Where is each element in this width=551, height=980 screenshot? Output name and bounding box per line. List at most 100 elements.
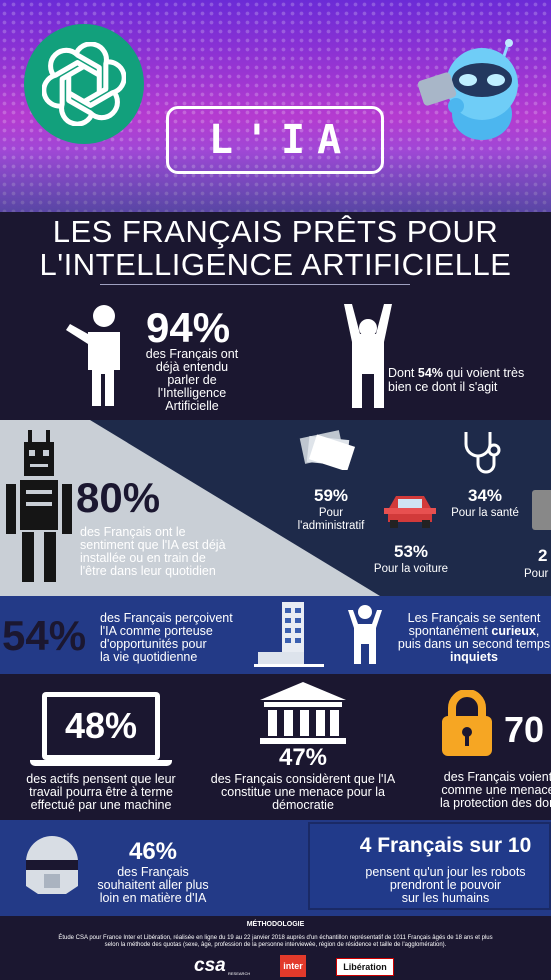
stat-94b-text: Dont 54% qui voient très bien ce dont il…	[388, 366, 551, 394]
curious-line-2-post: ,	[535, 624, 540, 638]
france-inter-logo: inter	[280, 955, 306, 977]
methodology-text: Étude CSA pour France Inter et Libératio…	[0, 935, 551, 949]
stat-94b-prefix: Dont	[388, 366, 418, 380]
curious-line-2-pre: spontanément	[408, 624, 492, 638]
stat-48-line: des actifs pensent que leur	[26, 772, 176, 786]
stat-70-line: comme une menace	[441, 783, 551, 797]
stat-94b-line2: bien ce dont il s'agit	[388, 380, 498, 394]
stat-47-line: constitue une menace pour la	[221, 785, 385, 799]
person-pointing-icon	[66, 305, 120, 406]
header-fade	[0, 150, 551, 212]
stat-47-line: démocratie	[272, 798, 334, 812]
stat-4sur10-line: sur les humains	[401, 891, 490, 905]
stat-80-line: des Français ont le	[80, 525, 186, 539]
stat-94-line: parler de	[167, 373, 217, 387]
title-section	[0, 212, 551, 420]
stat-48-value: 48%	[47, 697, 155, 755]
stat-94b-rest: qui voient très	[442, 366, 525, 380]
domain-health-label: Pour la santé	[451, 507, 519, 519]
buildings-icon	[254, 602, 324, 667]
liberation-logo: Libération	[336, 958, 394, 976]
domain-admin-label: Pour l'administratif	[288, 507, 374, 533]
methodology-title: MÉTHODOLOGIE	[246, 921, 305, 928]
domain-admin-value: 59%	[313, 486, 349, 505]
stat-4sur10-line: pensent qu'un jour les robots	[365, 865, 526, 879]
methodology-line-2: selon la méthode des quotas (sexe, âge, …	[104, 942, 447, 948]
curious-line-1: Les Français se sentent	[407, 611, 541, 625]
domain-4-label: Pour	[524, 568, 549, 580]
stat-94-text: des Français ont déjà entendu parler de …	[136, 348, 248, 413]
stat-46-line: souhaitent aller plus	[97, 878, 209, 892]
robot-mascot-icon	[418, 39, 518, 140]
stat-47-value: 47%	[278, 744, 328, 771]
person-curious-icon	[348, 605, 382, 664]
stat-48-line: effectué par une machine	[30, 798, 172, 812]
page-title: L'IA	[208, 117, 354, 163]
section-diagonal	[0, 420, 380, 596]
stat-80-value: 80%	[76, 474, 161, 521]
stat-70-line: la protection des don	[439, 796, 551, 810]
laptop-base-icon	[30, 760, 172, 766]
stat-70-text: des Français voient comme une menace la …	[428, 771, 551, 810]
stat-47-line: des Français considèrent que l'IA	[210, 772, 396, 786]
title-frame: L'IA	[166, 106, 384, 174]
stat-54-value: 54%	[2, 612, 87, 659]
stat-80-line: l'être dans leur quotidien	[80, 564, 216, 578]
stat-94-line: l'Intelligence	[157, 386, 227, 400]
padlock-icon	[442, 690, 492, 756]
stat-48-text: des actifs pensent que leur travail pour…	[16, 773, 186, 812]
stethoscope-icon	[464, 432, 501, 474]
methodology-line-1: Étude CSA pour France Inter et Libératio…	[58, 935, 493, 941]
robot-icon	[6, 430, 72, 582]
stat-54-text: des Français perçoivent l'IA comme porte…	[100, 612, 260, 664]
stat-46-line: des Français	[117, 865, 189, 879]
stat-46-text: des Français souhaitent aller plus loin …	[86, 866, 220, 905]
stat-94-line: déjà entendu	[155, 360, 229, 374]
csa-logo-text: csa	[194, 955, 226, 976]
main-heading: LES FRANÇAIS PRÊTS POUR L'INTELLIGENCE A…	[0, 215, 551, 281]
heading-line-2: L'INTELLIGENCE ARTIFICIELLE	[39, 247, 512, 282]
domain-car-value: 53%	[393, 542, 429, 561]
stat-4sur10-value: 4 Français sur 10	[359, 834, 532, 857]
daft-punk-helmet-icon	[26, 836, 78, 894]
stat-48-line: travail pourra être à terme	[29, 785, 173, 799]
heading-divider	[100, 284, 410, 285]
stat-94-value: 94%	[146, 304, 231, 351]
curious-line-3: puis dans un second temps	[397, 637, 551, 651]
stat-94b-highlight: 54%	[417, 366, 443, 380]
stat-54-line: d'opportunités pour	[100, 637, 207, 651]
papers-icon	[299, 430, 356, 470]
curious-line-4: inquiets	[450, 650, 498, 664]
stat-94-line: Artificielle	[165, 399, 219, 413]
stat-80-line: sentiment que l'IA est déjà	[80, 538, 226, 552]
domain-admin-line: l'administratif	[297, 520, 365, 532]
domain-4-value: 2	[538, 546, 548, 565]
stat-47-text: des Français considèrent que l'IA consti…	[202, 773, 404, 812]
stat-80-line: installée ou en train de	[80, 551, 206, 565]
institution-building-icon	[260, 682, 346, 744]
csa-logo: csa RESEARCH	[194, 955, 254, 977]
person-arms-raised-icon	[344, 304, 392, 408]
methodology-section	[0, 916, 551, 980]
chatgpt-logo-icon	[24, 24, 144, 144]
csa-logo-sub: RESEARCH	[228, 971, 251, 976]
stat-54-line: des Français perçoivent	[100, 611, 233, 625]
stat-94-line: des Français ont	[145, 347, 239, 361]
stat-70-line: des Français voient	[443, 770, 551, 784]
stat-4sur10-line: prendront le pouvoir	[389, 878, 502, 892]
laptop-screen: 48%	[42, 692, 160, 760]
stat-54-line: la vie quotidienne	[100, 650, 198, 664]
stat-46-value: 46%	[128, 838, 178, 865]
heading-line-1: LES FRANÇAIS PRÊTS POUR	[52, 214, 499, 249]
domain-car-label: Pour la voiture	[373, 563, 449, 575]
curious-line-2-bold: curieux	[491, 624, 536, 638]
stat-80-text: des Français ont le sentiment que l'IA e…	[80, 526, 270, 578]
curious-text: Les Français se sentent spontanément cur…	[396, 612, 551, 664]
domain-health-value: 34%	[467, 486, 503, 505]
stat-46-line: loin en matière d'IA	[99, 891, 207, 905]
stat-4sur10-text: pensent qu'un jour les robots prendront …	[340, 866, 551, 905]
domain-admin-line: Pour	[318, 507, 344, 519]
stat-54-line: l'IA comme porteuse	[100, 624, 213, 638]
stat-70-value: 70	[504, 709, 545, 750]
car-icon	[384, 496, 436, 528]
